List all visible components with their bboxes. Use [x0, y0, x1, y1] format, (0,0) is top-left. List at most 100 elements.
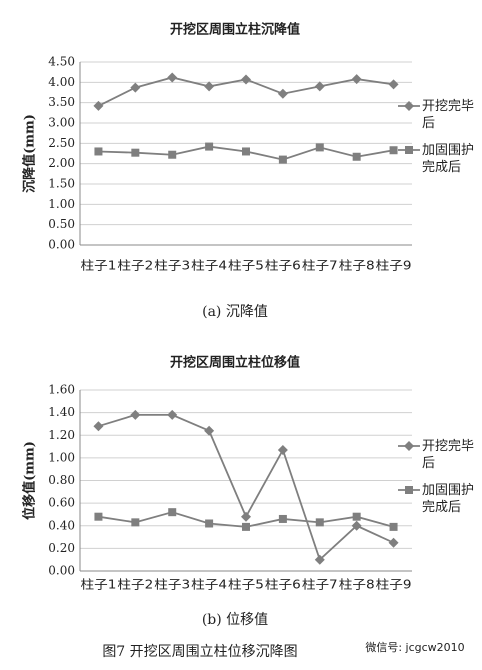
chart-title: 开挖区周围立柱位移值 [170, 355, 300, 371]
watermark: 微信号: jcgcw2010 [365, 640, 464, 654]
marker [351, 520, 362, 531]
marker [131, 518, 140, 527]
marker [405, 486, 413, 494]
marker [93, 421, 104, 432]
legend-label: 开挖完毕后 [422, 99, 475, 131]
x-tick-label: 柱子3 [154, 258, 190, 273]
marker [167, 72, 178, 83]
legend-label: 开挖完毕后 [422, 439, 475, 471]
y-tick-label: 0.50 [48, 217, 75, 231]
y-tick-label: 1.60 [48, 383, 75, 397]
marker [204, 425, 215, 436]
marker [242, 522, 250, 531]
x-tick-label: 柱子7 [302, 258, 338, 273]
marker [351, 74, 362, 85]
y-tick-label: 1.20 [48, 428, 75, 442]
marker [130, 409, 141, 420]
marker [241, 511, 251, 522]
marker [388, 537, 399, 548]
marker [131, 148, 140, 157]
x-tick-label: 柱子5 [228, 258, 264, 273]
legend-item: 加固围护完成后 [398, 482, 476, 516]
y-tick-label: 3.50 [48, 95, 75, 109]
chart-title: 开挖区周围立柱沉降值 [170, 22, 300, 38]
y-tick-label: 0.60 [48, 496, 75, 510]
marker [277, 88, 288, 99]
series-line [98, 413, 394, 562]
x-tick-label: 柱子8 [339, 577, 375, 592]
y-tick-label: 4.00 [48, 75, 75, 89]
y-tick-label: 4.50 [48, 55, 75, 69]
legend: 开挖完毕后加固围护完成后 [398, 98, 476, 186]
y-tick-label: 3.00 [48, 116, 75, 130]
marker [278, 155, 287, 164]
marker [314, 554, 325, 565]
marker [94, 147, 103, 156]
x-tick-label: 柱子6 [265, 577, 301, 592]
marker [205, 142, 214, 151]
legend-label: 加固围护完成后 [422, 483, 475, 515]
x-tick-label: 柱子4 [191, 258, 227, 273]
marker [352, 512, 361, 521]
x-tick-label: 柱子1 [81, 577, 117, 592]
marker [389, 146, 398, 155]
y-tick-label: 0.40 [48, 518, 75, 532]
legend-item: 加固围护完成后 [398, 142, 476, 176]
legend-swatch [398, 486, 420, 494]
marker [167, 409, 178, 420]
y-tick-label: 1.50 [48, 177, 75, 191]
marker [204, 81, 215, 92]
legend-item: 开挖完毕后 [398, 98, 476, 132]
x-tick-label: 柱子2 [117, 577, 153, 592]
x-tick-label: 柱子3 [154, 577, 190, 592]
figure-caption: 图7 开挖区周围立柱位移沉降图 [102, 644, 297, 660]
marker [352, 152, 361, 161]
marker [314, 81, 325, 92]
legend-swatch [398, 101, 420, 111]
marker [405, 146, 413, 154]
marker [278, 514, 287, 523]
marker [315, 143, 324, 152]
marker [277, 444, 288, 455]
x-tick-label: 柱子4 [191, 577, 227, 592]
marker [130, 82, 141, 93]
marker [94, 512, 103, 521]
y-axis-label: 位移值(mm) [22, 441, 38, 520]
x-tick-label: 柱子9 [376, 577, 412, 592]
x-tick-label: 柱子7 [302, 577, 338, 592]
legend-item: 开挖完毕后 [398, 438, 476, 472]
y-tick-label: 2.50 [48, 136, 75, 150]
y-axis-label: 沉降值(mm) [22, 114, 38, 193]
x-tick-label: 柱子6 [265, 258, 301, 273]
y-tick-label: 1.40 [48, 405, 75, 419]
marker [404, 101, 414, 111]
legend-swatch [398, 146, 420, 154]
marker [241, 74, 251, 85]
x-tick-label: 柱子2 [117, 258, 153, 273]
x-tick-label: 柱子9 [376, 258, 412, 273]
chart-caption: (a) 沉降值 [202, 304, 268, 320]
legend-swatch [398, 441, 420, 451]
marker [388, 79, 399, 90]
y-tick-label: 1.00 [48, 450, 75, 464]
marker [168, 508, 177, 517]
y-tick-label: 1.00 [48, 197, 75, 211]
y-tick-label: 0.00 [48, 564, 75, 578]
y-tick-label: 0.20 [48, 541, 75, 555]
marker [93, 100, 104, 111]
marker [315, 518, 324, 527]
marker [242, 147, 250, 156]
x-tick-label: 柱子8 [339, 258, 375, 273]
chart-caption: (b) 位移值 [202, 612, 268, 628]
marker [168, 150, 177, 159]
y-tick-label: 0.80 [48, 473, 75, 487]
y-tick-label: 0.00 [48, 238, 75, 252]
x-tick-label: 柱子5 [228, 577, 264, 592]
y-tick-label: 2.00 [48, 156, 75, 170]
legend-label: 加固围护完成后 [422, 143, 475, 175]
marker [389, 522, 398, 531]
marker [404, 441, 414, 451]
legend: 开挖完毕后加固围护完成后 [398, 438, 476, 526]
